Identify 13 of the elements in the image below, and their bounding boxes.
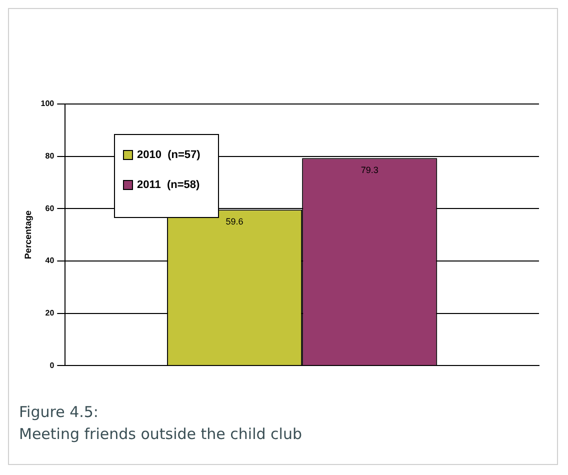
y-tick-label: 100	[40, 99, 55, 108]
y-tick-label: 60	[45, 204, 55, 213]
y-tick-label: 80	[45, 152, 55, 161]
legend-label: 2010 (n=57)	[137, 149, 200, 161]
data-label: 79.3	[360, 165, 378, 176]
y-axis-title: Percentage	[22, 210, 33, 260]
data-label: 59.6	[226, 216, 244, 227]
y-tick-label: 40	[45, 256, 55, 266]
text: Meeting friends outside the child club	[19, 424, 302, 445]
legend-label: 2011 (n=58)	[137, 179, 200, 191]
y-tick-label: 20	[45, 308, 55, 318]
caption: Figure 4.5:	[19, 402, 100, 423]
y-tick-label: 0	[50, 360, 55, 370]
